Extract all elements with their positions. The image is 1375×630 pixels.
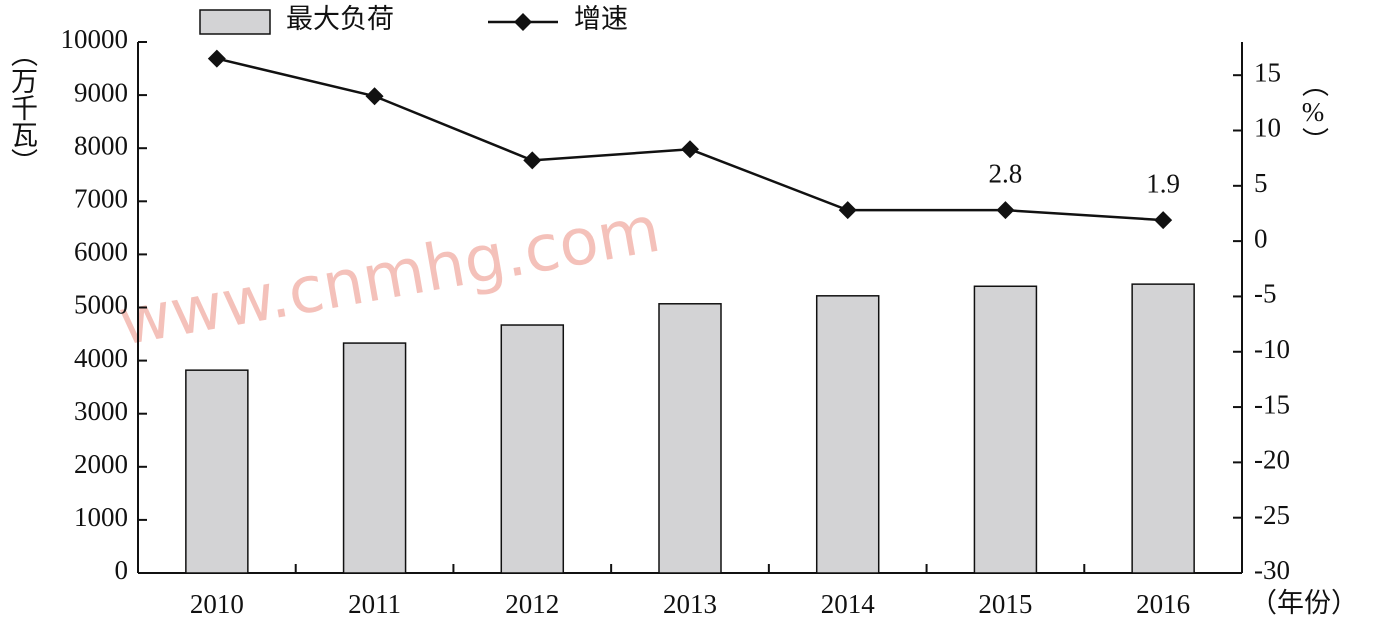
y-axis-label: （万千瓦）	[7, 40, 38, 175]
watermark: www.cnmhg.com	[113, 193, 665, 361]
y-tick-label: 10000	[61, 24, 129, 54]
marker	[996, 201, 1015, 220]
y2-tick-label: -10	[1254, 334, 1290, 364]
x-tick-label: 2013	[663, 589, 717, 619]
y2-tick-label: 10	[1254, 113, 1281, 143]
x-axis-label: （年份）	[1250, 588, 1358, 618]
bar	[1131, 283, 1195, 574]
y2-axis-label: （%）	[1298, 70, 1329, 154]
bar	[815, 295, 880, 574]
legend-label: 最大负荷	[286, 4, 394, 34]
legend-marker	[514, 13, 532, 31]
marker	[1154, 211, 1173, 230]
y2-tick-label: -5	[1254, 279, 1277, 309]
x-tick-label: 2012	[505, 589, 559, 619]
x-tick-label: 2011	[348, 589, 401, 619]
y-tick-label: 1000	[74, 502, 128, 532]
legend-label: 增速	[574, 4, 628, 34]
bar	[342, 342, 407, 574]
x-tick-label: 2016	[1136, 589, 1190, 619]
y-tick-label: 9000	[74, 77, 128, 107]
y-tick-label: 8000	[74, 130, 128, 160]
y-tick-label: 3000	[74, 396, 128, 426]
y-tick-label: 5000	[74, 290, 128, 320]
y2-tick-label: -25	[1254, 500, 1290, 530]
y2-tick-label: 5	[1254, 168, 1268, 198]
y2-tick-label: 0	[1254, 223, 1268, 253]
y2-tick-label: -15	[1254, 389, 1290, 419]
x-tick-label: 2010	[190, 589, 244, 619]
x-tick-label: 2015	[978, 589, 1032, 619]
y2-tick-label: -20	[1254, 445, 1290, 475]
marker	[365, 87, 384, 106]
y-tick-label: 0	[115, 555, 129, 585]
y-tick-label: 6000	[74, 237, 128, 267]
marker	[681, 140, 699, 159]
y-tick-label: 4000	[74, 343, 128, 373]
marker	[523, 151, 542, 170]
data-label: 1.9	[1146, 168, 1180, 198]
bar	[658, 303, 722, 574]
marker	[838, 201, 857, 220]
y2-tick-label: -30	[1254, 555, 1290, 585]
y2-tick-label: 15	[1254, 57, 1281, 87]
data-label: 2.8	[989, 158, 1023, 188]
bar	[500, 324, 565, 574]
y-tick-label: 7000	[74, 184, 128, 214]
bar	[973, 285, 1038, 574]
line	[216, 57, 1164, 222]
x-tick-label: 2014	[821, 589, 876, 619]
marker	[207, 49, 226, 68]
legend-swatch	[199, 9, 271, 35]
y-tick-label: 2000	[74, 449, 128, 479]
bar	[185, 369, 249, 574]
